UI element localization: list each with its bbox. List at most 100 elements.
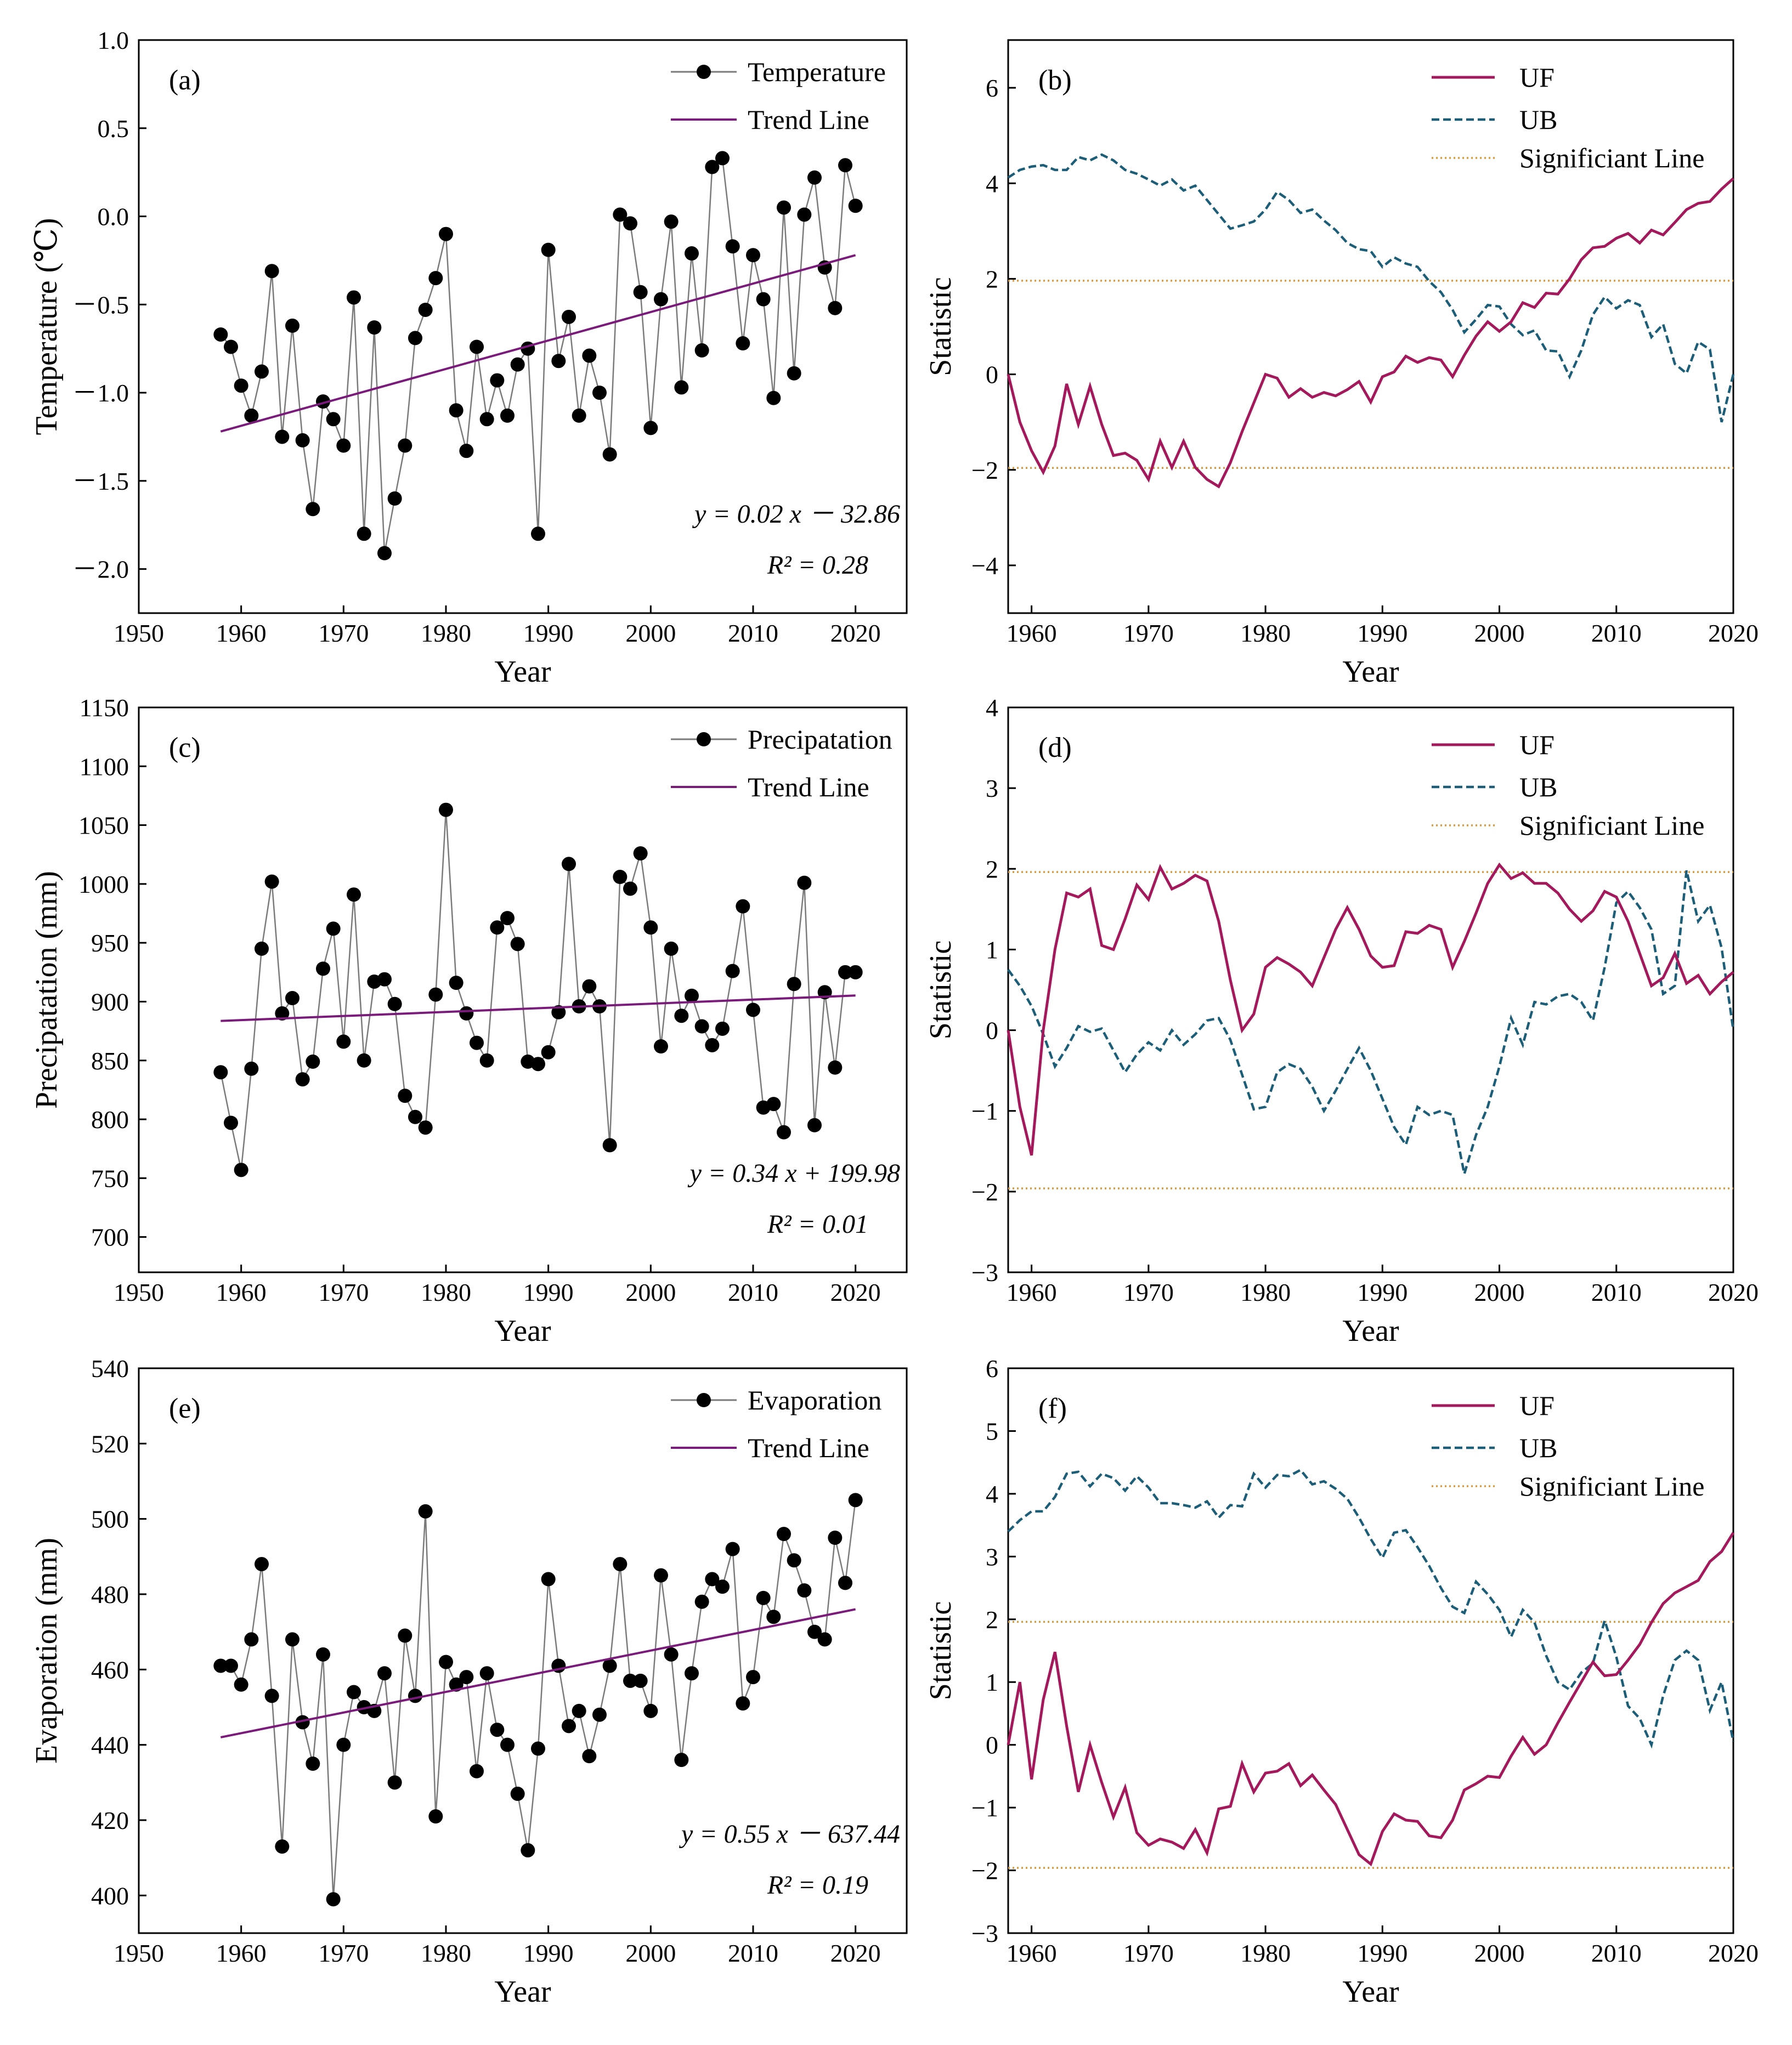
- axes-frame: [138, 39, 908, 614]
- data-point: [275, 1006, 290, 1021]
- data-point: [807, 1118, 822, 1132]
- data-point: [807, 170, 822, 185]
- data-point: [428, 1809, 443, 1824]
- data-point: [725, 239, 740, 254]
- x-tick-label: 1970: [1123, 1278, 1174, 1306]
- axes-frame: [1007, 39, 1734, 614]
- data-point: [797, 1583, 812, 1598]
- x-tick-label: 1960: [216, 1278, 267, 1306]
- data-point: [387, 996, 402, 1011]
- data-point: [828, 1060, 843, 1075]
- y-tick-label: −4: [971, 552, 998, 580]
- x-tick-label: 1970: [1123, 619, 1174, 647]
- x-tick-label: 2020: [1708, 619, 1759, 647]
- data-point: [459, 1006, 474, 1021]
- x-tick-label: 1980: [421, 1278, 471, 1306]
- y-tick-label: 6: [986, 1355, 998, 1383]
- y-tick-label: 4: [986, 169, 998, 197]
- trend-line: [221, 994, 856, 1022]
- data-point: [613, 1557, 628, 1572]
- data-point: [418, 302, 433, 317]
- data-point: [439, 802, 453, 817]
- x-tick-label: 2010: [728, 1939, 778, 1967]
- data-point: [285, 991, 299, 1006]
- data-point: [285, 318, 299, 333]
- data-point: [224, 1658, 238, 1673]
- y-axis-label: Statistic: [924, 941, 958, 1039]
- data-point: [736, 1696, 750, 1711]
- y-axis-label: Statistic: [924, 277, 958, 376]
- data-point: [531, 526, 545, 541]
- data-point: [295, 1072, 310, 1087]
- data-point: [531, 1057, 545, 1072]
- y-tick-label: −2: [971, 1178, 998, 1206]
- panel-label: (a): [169, 65, 201, 96]
- ub-line: [1007, 153, 1735, 423]
- data-point: [336, 1034, 351, 1049]
- data-point: [756, 1590, 771, 1605]
- data-point: [828, 301, 843, 315]
- data-point: [838, 1576, 852, 1590]
- data-point: [224, 339, 238, 354]
- data-point: [367, 320, 382, 335]
- panel-d: 1960 1970 1980 1990 2000 2010 2020 −3 −2 −1 0 1 2 3 4 Y…: [924, 694, 1759, 1348]
- data-point: [664, 941, 679, 956]
- data-point: [428, 987, 443, 1002]
- data-point: [510, 1786, 525, 1801]
- data-point: [449, 976, 463, 990]
- data-point: [326, 1892, 341, 1907]
- y-tick-label: 3: [986, 1543, 998, 1571]
- data-point: [285, 1632, 299, 1647]
- x-axis-label: Year: [1342, 1314, 1399, 1348]
- legend-swatch-marker: [697, 732, 711, 746]
- data-point: [674, 1753, 689, 1768]
- data-point: [541, 242, 556, 257]
- x-tick-label: 1980: [1240, 1278, 1291, 1306]
- data-point: [582, 348, 597, 363]
- data-point: [387, 491, 402, 506]
- x-tick-label: 2010: [1591, 1278, 1642, 1306]
- r-squared: R² = 0.01: [767, 1210, 868, 1239]
- y-tick-label: －0.5: [72, 291, 129, 319]
- data-point: [234, 1677, 248, 1692]
- y-tick-label: 1050: [78, 812, 129, 840]
- y-tick-label: 750: [91, 1164, 129, 1192]
- data-point: [848, 199, 863, 213]
- y-tick-label: 480: [91, 1581, 129, 1608]
- data-point: [746, 1670, 760, 1685]
- data-point: [213, 1658, 228, 1673]
- data-point: [787, 977, 801, 992]
- y-tick-label: −1: [971, 1097, 998, 1125]
- y-tick-label: 2: [986, 1606, 998, 1634]
- x-tick-label: 1960: [1007, 1939, 1057, 1967]
- r-squared: R² = 0.19: [767, 1871, 868, 1900]
- y-tick-label: 4: [986, 694, 998, 722]
- axes-frame: [138, 1367, 908, 1934]
- x-tick-label: 2010: [728, 1278, 778, 1306]
- legend-label: Significiant Line: [1519, 143, 1704, 173]
- y-tick-label: －1.0: [72, 379, 129, 407]
- data-point: [572, 408, 586, 423]
- data-point: [602, 1658, 617, 1673]
- data-point: [592, 386, 607, 400]
- data-point: [326, 412, 341, 427]
- data-point: [654, 1568, 668, 1583]
- data-point: [244, 1061, 259, 1076]
- data-point: [674, 1009, 689, 1023]
- data-point: [336, 1737, 351, 1752]
- data-point: [377, 1666, 392, 1681]
- legend-label: Significiant Line: [1519, 810, 1704, 841]
- regression-equation: y = 0.34 x + 199.98: [687, 1159, 900, 1188]
- data-point: [705, 1572, 720, 1587]
- x-tick-label: 2020: [830, 1939, 881, 1967]
- x-tick-label: 1980: [421, 1939, 471, 1967]
- legend-label: Trend Line: [748, 1432, 869, 1463]
- data-point: [255, 1557, 269, 1572]
- x-axis-label: Year: [1342, 655, 1399, 689]
- data-point: [746, 248, 760, 263]
- y-tick-label: 440: [91, 1731, 129, 1759]
- data-point: [694, 343, 709, 358]
- data-point: [326, 921, 341, 936]
- x-tick-label: 1990: [1357, 1939, 1407, 1967]
